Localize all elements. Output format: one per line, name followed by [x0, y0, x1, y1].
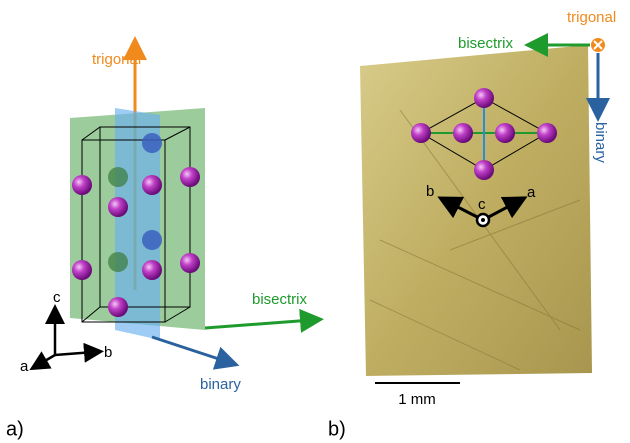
bisectrix-label: bisectrix	[458, 35, 514, 52]
bisectrix-label: bisectrix	[252, 291, 308, 308]
binary-arrow	[152, 337, 228, 362]
figure: trigonal bisectrix binary c b a a) b a c	[0, 0, 630, 443]
binary-label: binary	[592, 122, 609, 163]
axis-label: a	[527, 184, 536, 201]
axis-label: a	[20, 358, 29, 375]
bisectrix-arrow	[205, 320, 312, 328]
binary-label: binary	[200, 376, 241, 393]
axis-label: b	[426, 183, 434, 200]
panel-label: a)	[6, 418, 24, 440]
trigonal-label: trigonal	[92, 51, 141, 68]
c-axis-center	[481, 218, 485, 222]
axis-label: b	[104, 344, 112, 361]
scale-label: 1 mm	[398, 391, 436, 408]
panel-label: b)	[328, 418, 346, 440]
axis-label: c	[53, 289, 61, 306]
panel-b: b a c trigonal bisectrix binary 1 mm b)	[328, 9, 616, 440]
axis-label: c	[478, 196, 486, 213]
trigonal-label: trigonal	[567, 9, 616, 26]
panel-a: trigonal bisectrix binary c b a a)	[6, 48, 312, 440]
